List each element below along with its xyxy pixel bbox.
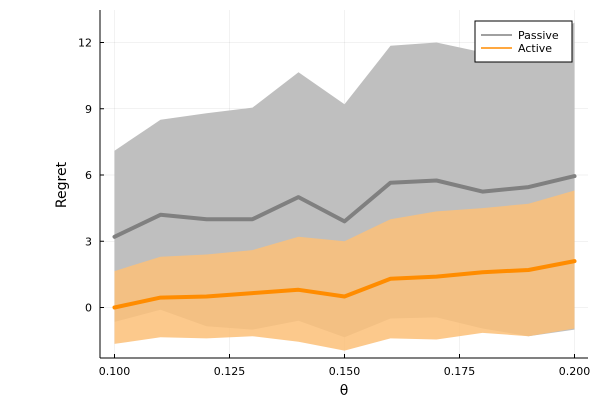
x-tick-label: 0.125	[214, 365, 246, 378]
y-tick-label: 12	[78, 37, 92, 50]
band-active	[114, 190, 575, 351]
legend: Passive Active	[474, 20, 573, 63]
x-axis-label: θ	[340, 383, 349, 399]
x-tick-label: 0.175	[444, 365, 476, 378]
series-line-active	[112, 259, 577, 310]
confidence-bands	[114, 22, 575, 351]
legend-label-active: Active	[518, 42, 552, 55]
series-line-passive	[112, 174, 577, 239]
y-tick-label: 9	[85, 103, 92, 116]
y-ticks: 0 3 6 9 12	[78, 37, 104, 315]
y-tick-label: 6	[85, 169, 92, 182]
y-tick-label: 0	[85, 302, 92, 315]
y-axis-label: Regret	[54, 161, 70, 208]
x-tick-label: 0.100	[99, 365, 131, 378]
x-tick-label: 0.200	[559, 365, 591, 378]
x-tick-label: 0.150	[329, 365, 361, 378]
x-ticks: 0.100 0.125 0.150 0.175 0.200	[99, 354, 591, 378]
series-lines	[112, 174, 577, 310]
legend-label-passive: Passive	[518, 29, 559, 42]
legend-box	[474, 20, 573, 63]
y-tick-label: 3	[85, 235, 92, 248]
